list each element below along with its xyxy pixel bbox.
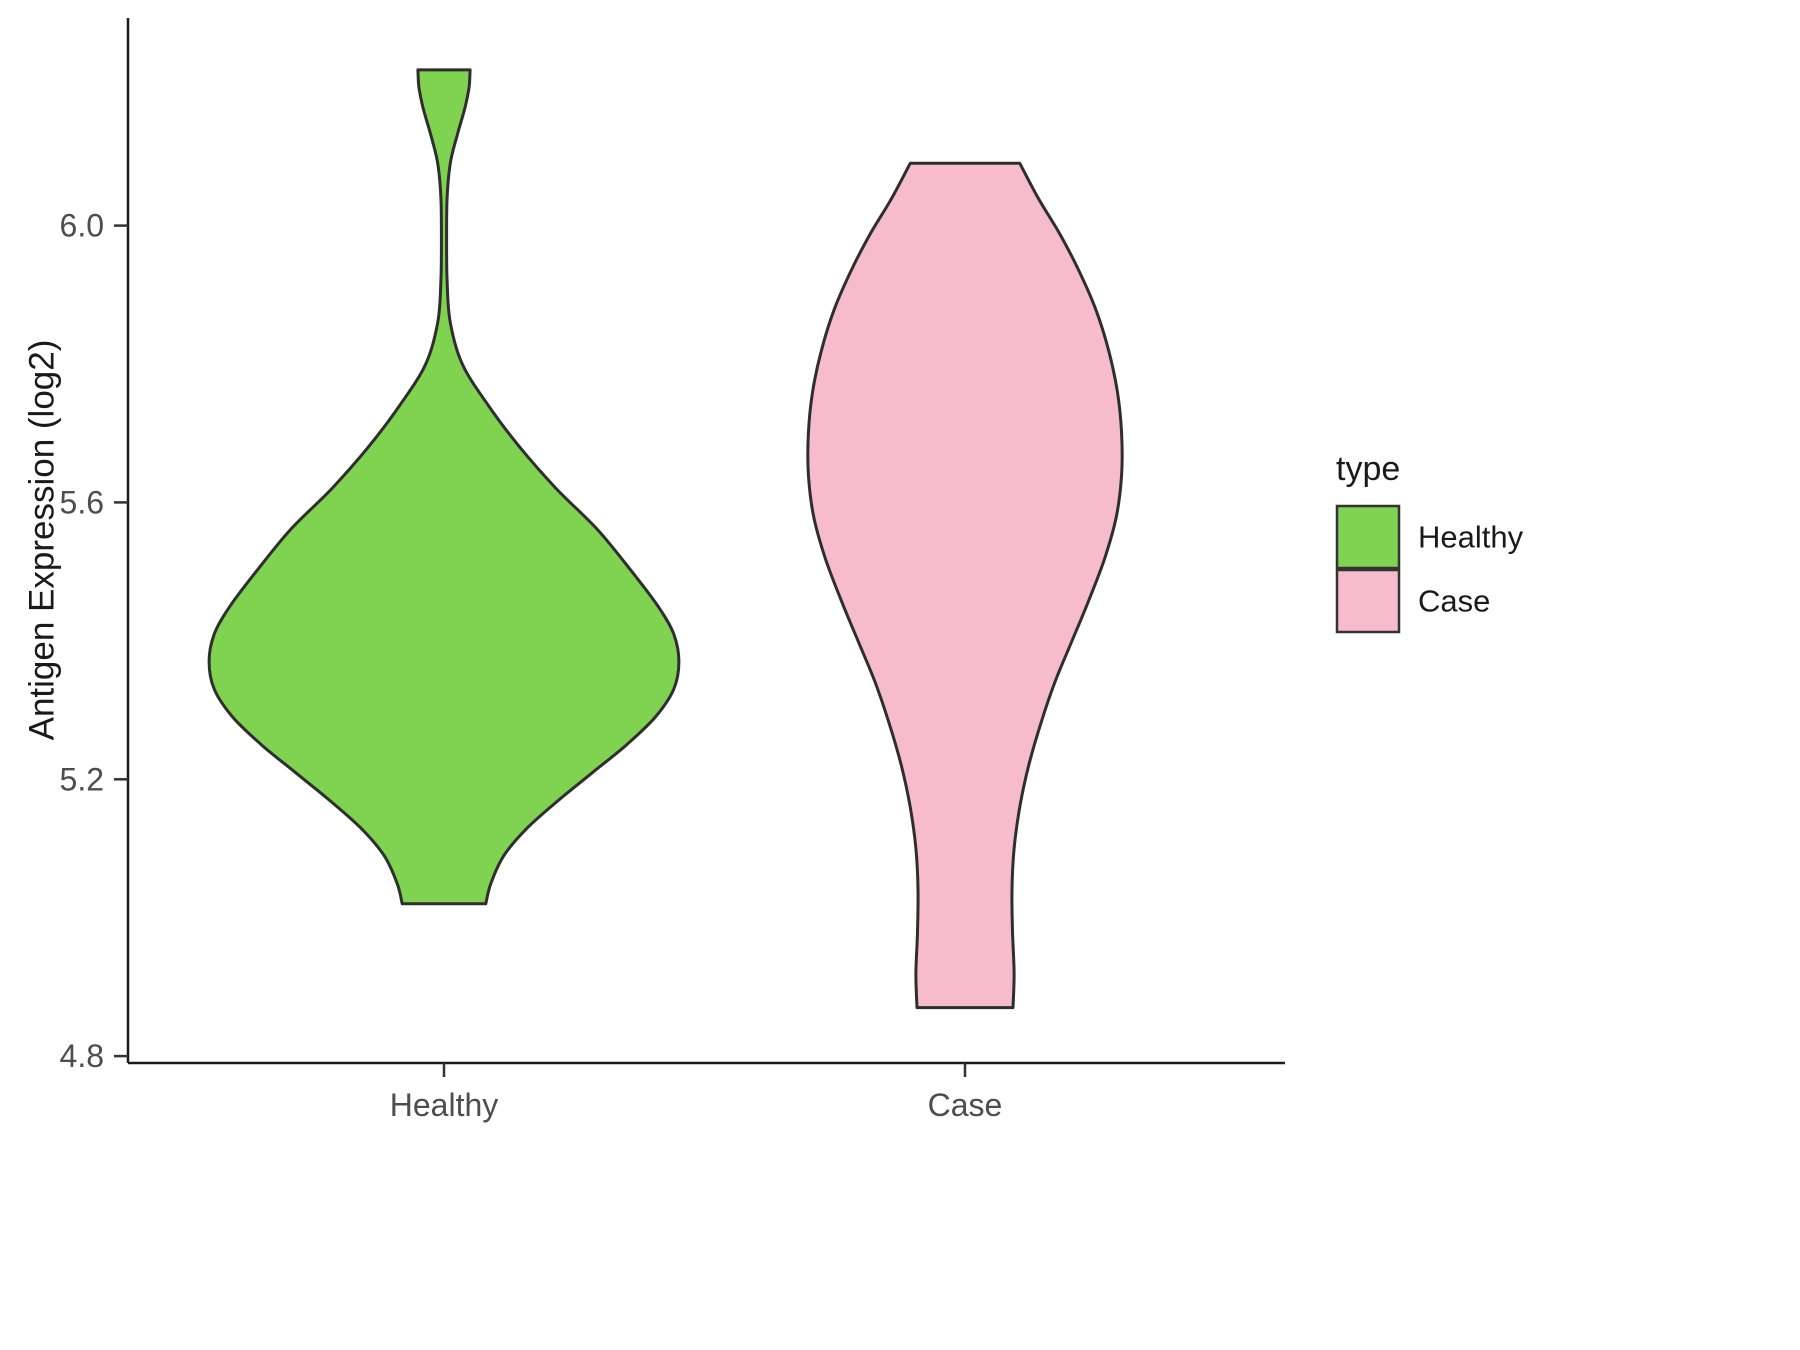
violin-case	[806, 161, 1124, 1010]
y-tick-label: 5.2	[60, 761, 104, 797]
y-tick-label: 6.0	[60, 208, 104, 244]
y-tick-label: 4.8	[60, 1038, 104, 1074]
legend: type Healthy Case	[1335, 450, 1524, 634]
violin-layer	[207, 68, 1124, 1010]
x-axis-ticks: Healthy Case	[390, 1063, 1003, 1123]
y-tick-label: 5.6	[60, 484, 104, 520]
x-category-label-case: Case	[928, 1087, 1003, 1123]
legend-title: type	[1336, 450, 1400, 488]
violin-healthy	[207, 68, 681, 906]
legend-label-healthy: Healthy	[1418, 520, 1524, 555]
legend-key-case	[1335, 568, 1401, 634]
legend-label-case: Case	[1418, 584, 1490, 619]
legend-key-healthy	[1335, 504, 1401, 570]
y-axis-ticks: 6.0 5.6 5.2 4.8	[60, 208, 128, 1074]
x-category-label-healthy: Healthy	[390, 1087, 499, 1123]
y-axis-title: Antigen Expression (log2)	[23, 340, 62, 741]
